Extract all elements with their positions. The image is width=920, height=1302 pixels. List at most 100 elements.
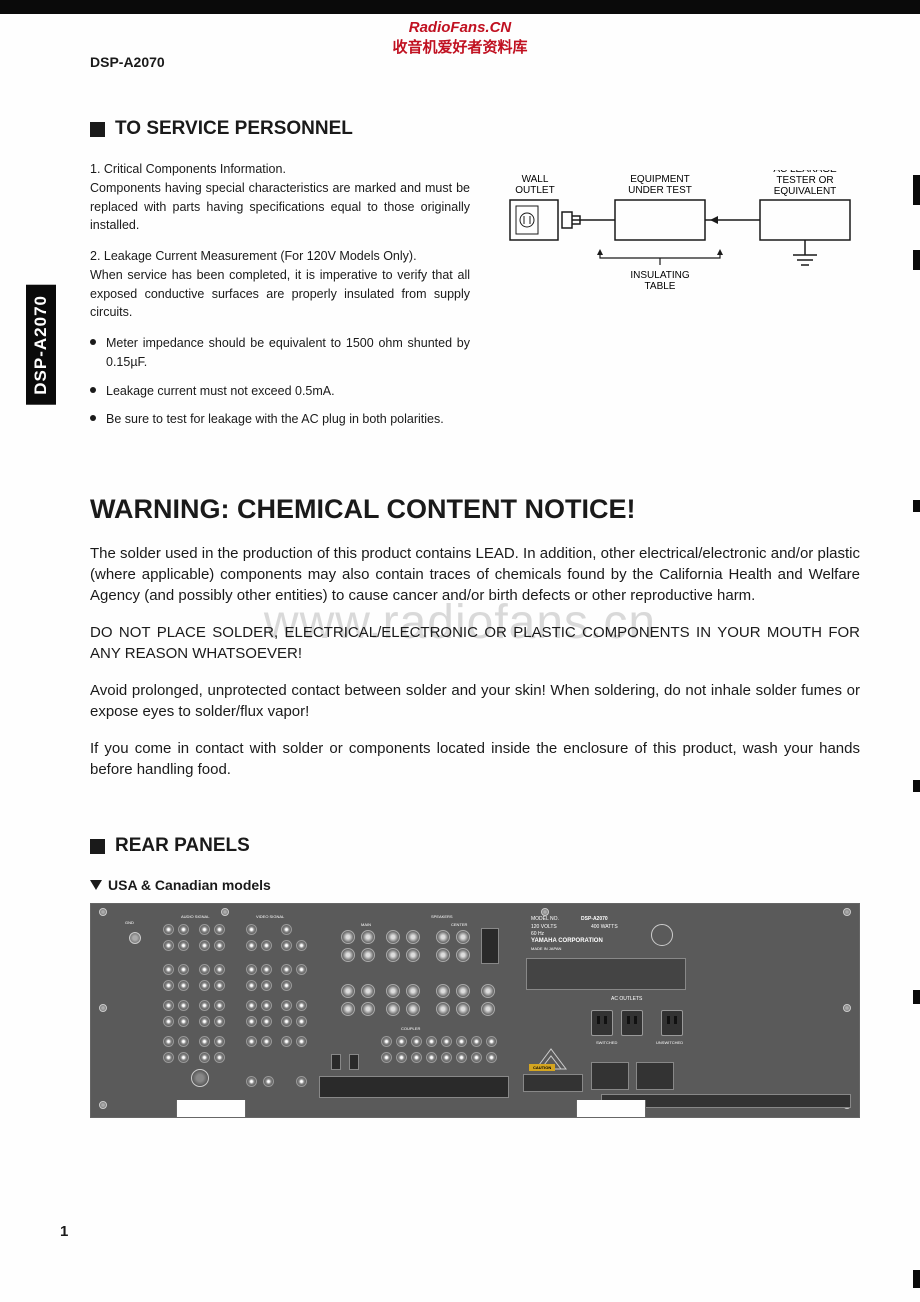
rca-jack [456, 1052, 467, 1063]
speaker-terminal [406, 930, 420, 944]
ac-outlet-icon [621, 1010, 643, 1036]
made-label: MADE IN JAPAN [531, 946, 561, 951]
rca-jack [426, 1036, 437, 1047]
rca-jack [178, 940, 189, 951]
modelval-label: DSP-A2070 [581, 916, 608, 922]
speaker-terminal [386, 930, 400, 944]
rca-jack [281, 924, 292, 935]
service-item-1: 1. Critical Components Information. Comp… [90, 160, 470, 235]
rca-jack [199, 1000, 210, 1011]
service-item-2: 2. Leakage Current Measurement (For 120V… [90, 247, 470, 322]
speakers-label: SPEAKERS [431, 914, 453, 919]
rca-jack [296, 1016, 307, 1027]
speaker-terminal [386, 1002, 400, 1016]
warning-p2: DO NOT PLACE SOLDER, ELECTRICAL/ELECTRON… [90, 622, 860, 664]
speaker-terminal [361, 948, 375, 962]
rca-jack [199, 980, 210, 991]
speaker-terminal [341, 930, 355, 944]
service-heading-text: TO SERVICE PERSONNEL [115, 118, 353, 140]
hz-label: 60 Hz [531, 931, 544, 937]
bullet-icon [90, 339, 96, 345]
model-header: DSP-A2070 [90, 54, 860, 70]
top-border-bar [0, 0, 920, 14]
impedance-switch [481, 928, 499, 964]
rca-jack [261, 964, 272, 975]
bullet3-text: Be sure to test for leakage with the AC … [106, 410, 444, 429]
rca-jack [163, 964, 174, 975]
rca-jack [281, 1016, 292, 1027]
rca-jack [261, 1016, 272, 1027]
rca-jack [471, 1052, 482, 1063]
rca-jack [178, 924, 189, 935]
rca-jack [261, 1000, 272, 1011]
usa-canadian-header: USA & Canadian models [90, 877, 860, 893]
diag-equiv-label: EQUIVALENT [774, 186, 837, 197]
item1-body: Components having special characteristic… [90, 181, 470, 233]
rca-jack [246, 924, 257, 935]
unswitched-label: UNSWITCHED [656, 1040, 683, 1045]
rca-jack [163, 1036, 174, 1047]
rca-jack [296, 1076, 307, 1087]
warning-p3: Avoid prolonged, unprotected contact bet… [90, 680, 860, 722]
speaker-terminal [456, 948, 470, 962]
rca-jack [296, 1036, 307, 1047]
switch [331, 1054, 341, 1070]
info-block [636, 1062, 674, 1090]
rca-jack [199, 940, 210, 951]
screw-icon [221, 908, 229, 916]
speaker-terminal [361, 984, 375, 998]
rca-jack [163, 980, 174, 991]
speaker-terminal [341, 984, 355, 998]
rca-jack [381, 1052, 392, 1063]
rca-jack [296, 964, 307, 975]
rca-jack [214, 1036, 225, 1047]
diag-wall-label: WALL [522, 174, 549, 185]
diag-tester-label: TESTER OR [776, 175, 833, 186]
rca-jack [281, 964, 292, 975]
heading-bullet-icon [90, 839, 105, 854]
speaker-terminal [481, 1002, 495, 1016]
warning-p4: If you come in contact with solder or co… [90, 738, 860, 780]
rca-jack [296, 1000, 307, 1011]
rca-jack [411, 1052, 422, 1063]
speaker-terminal [436, 948, 450, 962]
rca-jack [214, 1000, 225, 1011]
diag-insul-label: INSULATING [630, 270, 689, 281]
page-content: DSP-A2070 TO SERVICE PERSONNEL 1. Critic… [0, 14, 920, 1118]
scan-edge-marks [912, 0, 920, 1302]
rca-jack [163, 1016, 174, 1027]
rca-jack [296, 940, 307, 951]
rear-panel-diagram: GND AUDIO SIGNAL VIDEO SIGNAL [90, 903, 860, 1118]
rca-jack [163, 940, 174, 951]
rca-jack [178, 980, 189, 991]
rca-jack [456, 1036, 467, 1047]
rca-jack [396, 1052, 407, 1063]
rca-jack [163, 1000, 174, 1011]
listing-mark-icon [651, 924, 673, 946]
fcc-notice-block [526, 958, 686, 990]
service-bullet-3: Be sure to test for leakage with the AC … [90, 410, 470, 429]
rca-jack [214, 940, 225, 951]
speaker-terminal [436, 930, 450, 944]
rca-jack [261, 980, 272, 991]
speaker-terminal [456, 1002, 470, 1016]
rca-jack [163, 1052, 174, 1063]
diag-outlet-label: OUTLET [515, 185, 554, 196]
watts-label: 400 WATTS [591, 924, 618, 930]
item1-title: 1. Critical Components Information. [90, 162, 286, 176]
voltage-label: 120 VOLTS [531, 924, 557, 930]
rca-jack [214, 924, 225, 935]
screw-icon [843, 908, 851, 916]
rca-jack [486, 1052, 497, 1063]
screw-icon [843, 1004, 851, 1012]
gnd-terminal [129, 932, 141, 944]
video-signal-label: VIDEO SIGNAL [256, 914, 284, 919]
rca-jack [441, 1052, 452, 1063]
rca-jack [471, 1036, 482, 1047]
rca-jack [486, 1036, 497, 1047]
speaker-terminal [456, 930, 470, 944]
service-text-column: 1. Critical Components Information. Comp… [90, 160, 470, 439]
speaker-terminal [386, 948, 400, 962]
screw-icon [99, 1101, 107, 1109]
caution-label: CAUTION [529, 1064, 555, 1071]
